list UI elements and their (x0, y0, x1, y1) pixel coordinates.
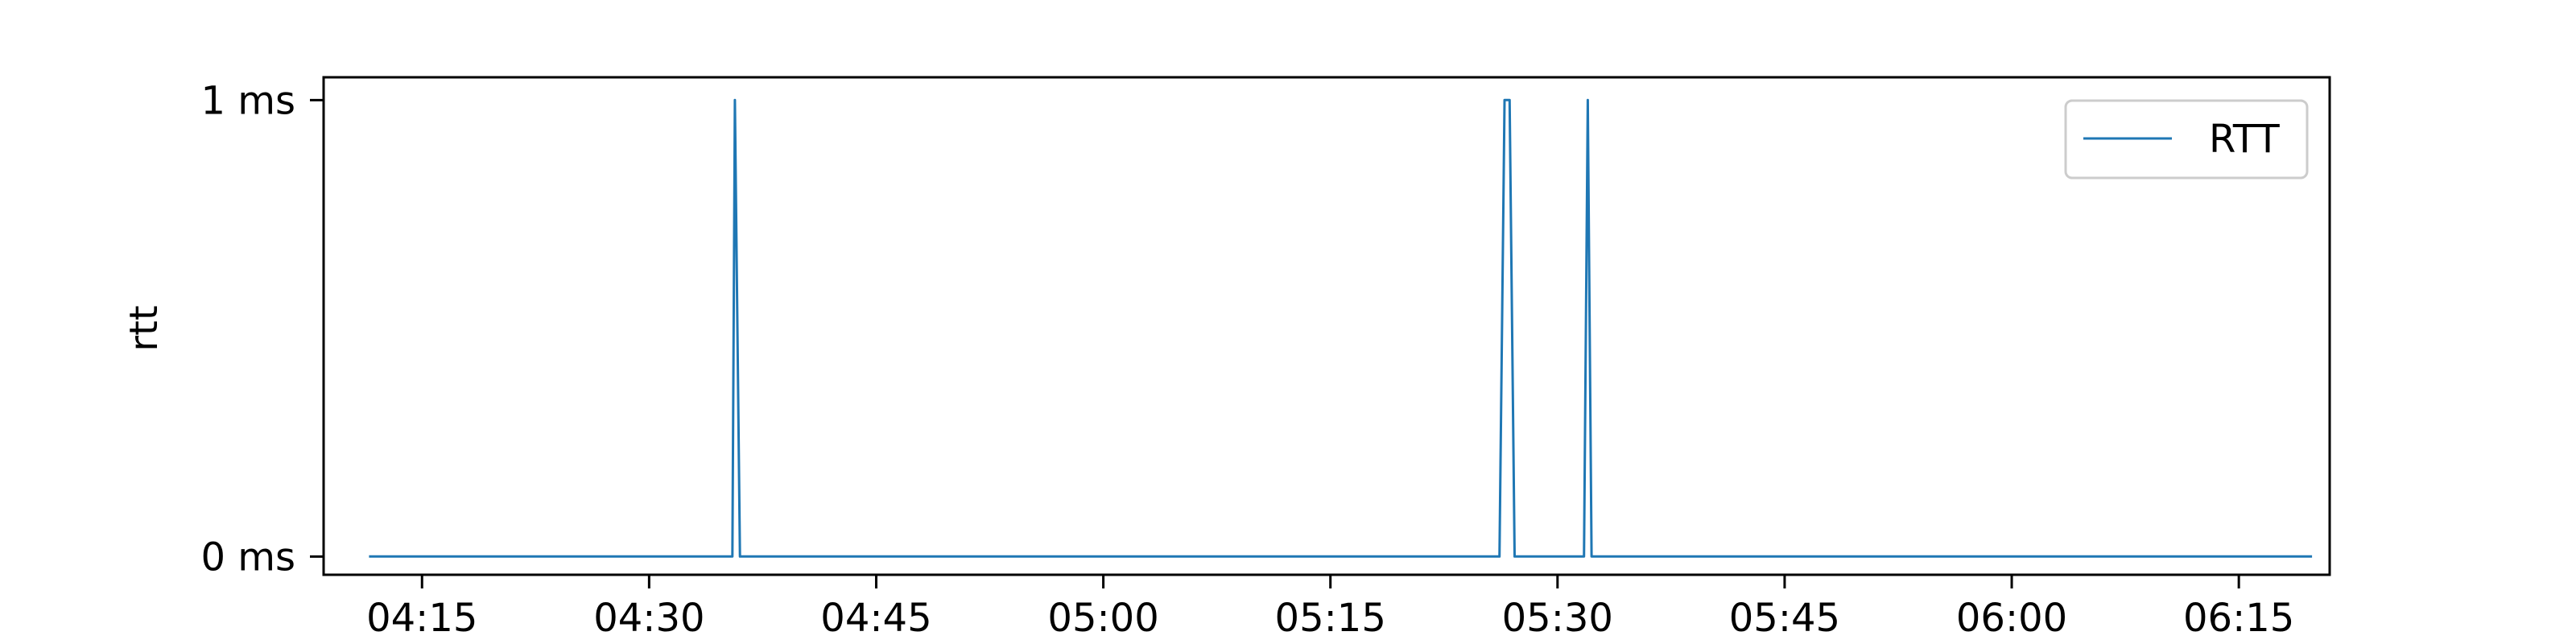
x-tick-label: 04:30 (593, 596, 704, 641)
y-axis-label: rtt (122, 305, 167, 351)
y-tick-label: 0 ms (200, 535, 295, 580)
x-tick-label: 05:45 (1729, 596, 1840, 641)
y-axis: 0 ms 1 ms (200, 78, 324, 580)
x-tick-label: 05:15 (1275, 596, 1386, 641)
legend-box (2064, 99, 2309, 180)
plot-marks (369, 98, 2313, 558)
x-tick-label: 05:30 (1502, 596, 1613, 641)
series-line-rtt (369, 98, 2313, 558)
x-tick-label: 06:00 (1956, 596, 2067, 641)
x-tick-label: 05:00 (1047, 596, 1158, 641)
x-axis: 04:15 04:30 04:45 05:00 05:15 05:30 05:45 06:00… (366, 575, 2294, 641)
y-tick-label: 1 ms (200, 78, 295, 123)
x-tick-label: 04:45 (820, 596, 931, 641)
x-tick-label: 04:15 (366, 596, 477, 641)
x-tick-label: 06:15 (2183, 596, 2294, 641)
legend-label: RTT (2209, 117, 2280, 162)
legend: RTT (2064, 99, 2309, 180)
plot-frame (322, 76, 2331, 576)
